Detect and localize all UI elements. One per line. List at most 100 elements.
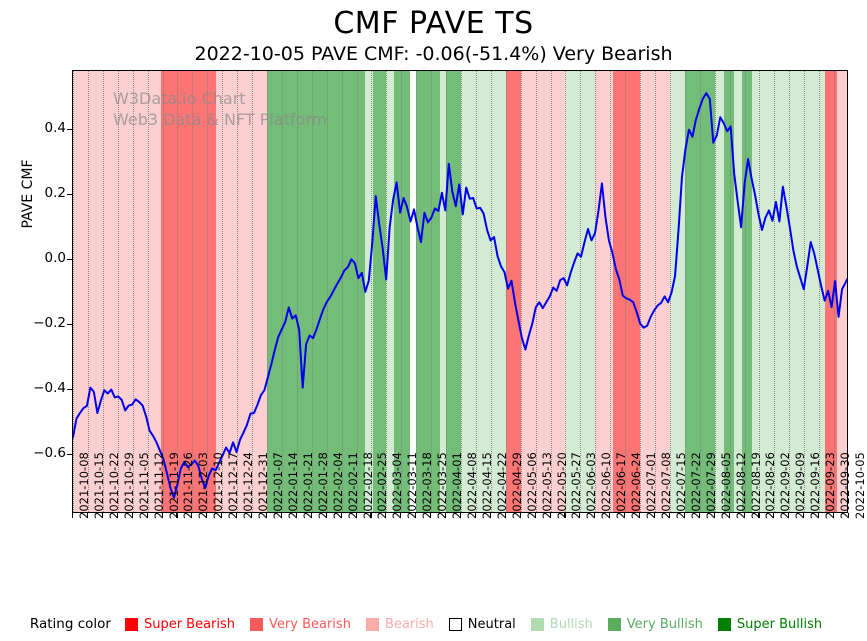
x-tick-label: 2022-09-02 bbox=[778, 452, 793, 519]
x-tick-mark bbox=[713, 513, 715, 518]
gridline bbox=[267, 71, 268, 512]
gridline bbox=[640, 71, 642, 512]
rating-band bbox=[410, 71, 417, 512]
legend-item: Neutral bbox=[448, 617, 516, 632]
x-tick-mark bbox=[848, 513, 849, 518]
x-tick-mark bbox=[191, 513, 193, 518]
rating-band bbox=[440, 71, 447, 512]
rating-band bbox=[175, 71, 183, 512]
x-tick-label: 2022-08-19 bbox=[748, 452, 763, 519]
x-tick-mark bbox=[146, 513, 148, 518]
x-tick-label: 2022-09-16 bbox=[808, 452, 823, 519]
rating-band bbox=[416, 71, 441, 512]
x-tick-label: 2022-05-13 bbox=[539, 452, 554, 519]
x-tick-label: 2021-10-29 bbox=[121, 452, 136, 519]
x-tick-label: 2021-12-31 bbox=[256, 452, 271, 519]
gridline bbox=[222, 71, 224, 512]
gridline bbox=[341, 71, 343, 512]
legend-label: Very Bearish bbox=[269, 616, 351, 632]
x-tick-mark bbox=[579, 513, 581, 518]
gridline bbox=[774, 71, 776, 512]
rating-band bbox=[741, 71, 752, 512]
x-tick-label: 2022-04-01 bbox=[450, 452, 465, 519]
rating-band bbox=[595, 71, 614, 512]
rating-bands bbox=[73, 71, 847, 512]
x-tick-mark bbox=[280, 513, 282, 518]
x-tick-mark bbox=[221, 513, 223, 518]
rating-band bbox=[73, 71, 162, 512]
gridline bbox=[386, 71, 388, 512]
gridline bbox=[819, 71, 821, 512]
x-tick-mark bbox=[340, 513, 342, 518]
rating-band bbox=[161, 71, 176, 512]
gridline bbox=[147, 71, 149, 512]
x-tick-label: 2022-02-25 bbox=[375, 452, 390, 519]
x-tick-label: 2022-02-18 bbox=[360, 452, 375, 519]
gridline bbox=[371, 71, 373, 512]
rating-band bbox=[825, 71, 838, 512]
x-tick-label: 2022-03-11 bbox=[405, 452, 420, 519]
x-tick-mark bbox=[236, 513, 238, 518]
x-tick-mark bbox=[609, 513, 611, 518]
x-tick-mark bbox=[489, 513, 491, 518]
x-tick-label: 2022-06-24 bbox=[629, 452, 644, 519]
y-tick-label: −0.2 bbox=[33, 315, 66, 332]
gridline bbox=[610, 71, 612, 512]
x-tick-label: 2021-12-17 bbox=[226, 452, 241, 519]
rating-band bbox=[372, 71, 387, 512]
x-tick-mark bbox=[385, 513, 387, 518]
y-tick-mark bbox=[67, 389, 72, 391]
x-tick-label: 2021-10-22 bbox=[106, 452, 121, 519]
x-tick-label: 2022-06-17 bbox=[614, 452, 629, 519]
rating-band bbox=[192, 71, 200, 512]
x-tick-mark bbox=[534, 513, 536, 518]
rating-band bbox=[199, 71, 209, 512]
x-tick-label: 2022-09-09 bbox=[793, 452, 808, 519]
x-tick-label: 2022-02-04 bbox=[330, 452, 345, 519]
x-tick-label: 2022-04-22 bbox=[494, 452, 509, 519]
gridline bbox=[356, 71, 358, 512]
x-tick-label: 2022-09-23 bbox=[823, 452, 838, 519]
x-tick-mark bbox=[803, 513, 805, 518]
vertical-gridlines bbox=[73, 71, 847, 512]
gridline bbox=[177, 71, 179, 512]
x-tick-mark bbox=[504, 513, 506, 518]
gridline bbox=[520, 71, 522, 512]
legend-label: Bearish bbox=[384, 616, 434, 632]
rating-band bbox=[734, 71, 742, 512]
gridline bbox=[207, 71, 209, 512]
gridline bbox=[490, 71, 492, 512]
x-tick-mark bbox=[116, 513, 118, 518]
rating-band bbox=[208, 71, 217, 512]
x-tick-label: 2022-01-14 bbox=[285, 452, 300, 519]
x-tick-label: 2022-07-15 bbox=[673, 452, 688, 519]
y-tick-label: 0.2 bbox=[44, 184, 66, 201]
gridline bbox=[281, 71, 283, 512]
gridline bbox=[431, 71, 433, 512]
legend-label: Very Bullish bbox=[626, 616, 703, 632]
gridline bbox=[714, 71, 716, 512]
x-tick-label: 2022-06-10 bbox=[599, 452, 614, 519]
legend-item: Very Bearish bbox=[250, 617, 351, 632]
x-tick-mark bbox=[176, 513, 178, 518]
x-tick-label: 2022-10-05 bbox=[853, 452, 867, 519]
rating-band bbox=[640, 71, 670, 512]
x-tick-mark bbox=[86, 513, 88, 518]
gridline bbox=[73, 71, 74, 512]
x-tick-mark bbox=[101, 513, 103, 518]
gridline bbox=[684, 71, 686, 512]
legend-item: Super Bearish bbox=[124, 617, 235, 632]
legend-swatch bbox=[365, 617, 379, 631]
gridline bbox=[535, 71, 537, 512]
x-tick-mark bbox=[325, 513, 327, 518]
x-tick-mark bbox=[72, 513, 73, 518]
x-tick-label: 2022-01-21 bbox=[300, 452, 315, 519]
x-tick-mark bbox=[430, 513, 432, 518]
x-tick-label: 2022-01-07 bbox=[271, 452, 285, 519]
x-tick-mark bbox=[251, 513, 253, 518]
cmf-line bbox=[73, 92, 847, 499]
x-tick-mark bbox=[460, 513, 461, 518]
gridline bbox=[132, 71, 134, 512]
y-tick-mark bbox=[67, 454, 72, 456]
gridline bbox=[475, 71, 477, 512]
